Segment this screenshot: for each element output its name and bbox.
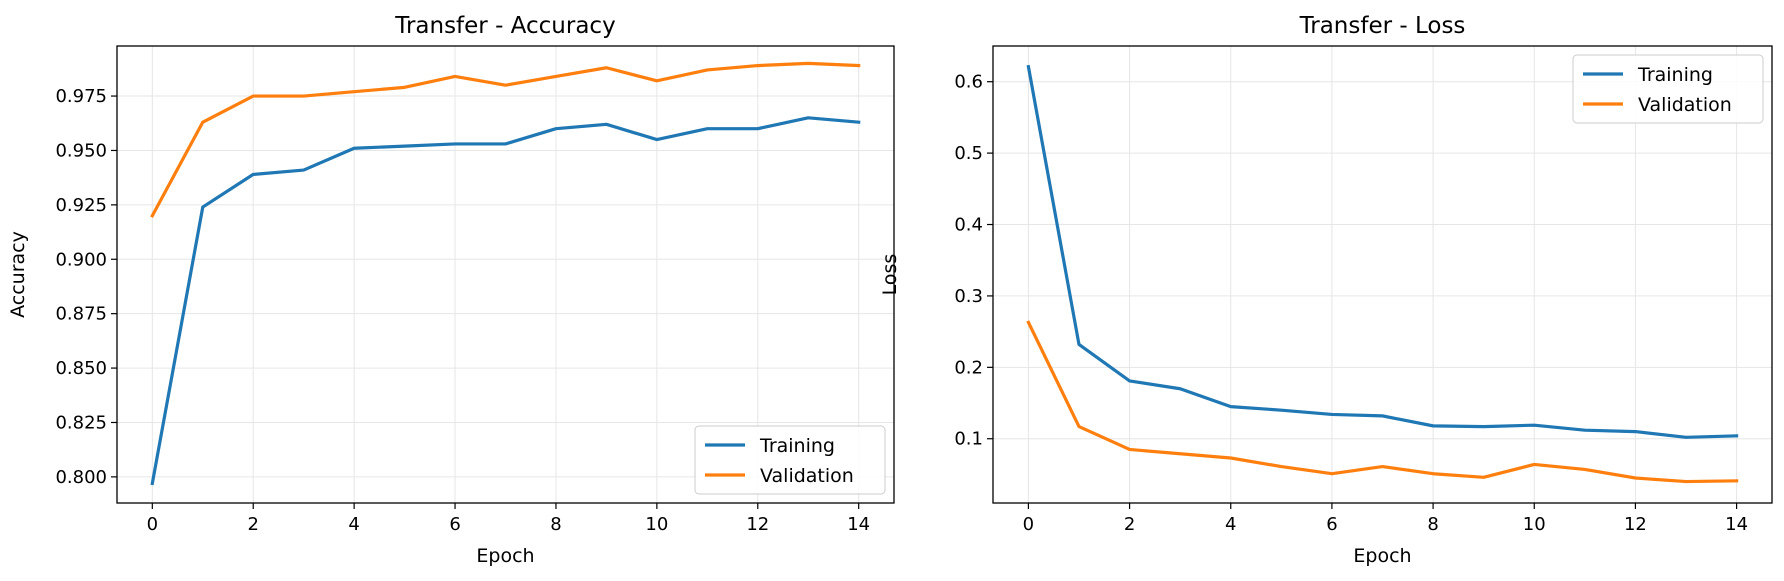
x-axis-label: Epoch: [1353, 545, 1411, 567]
legend-label-validation: Validation: [760, 465, 854, 487]
series-line-training: [150, 116, 861, 486]
y-tick-label: 0.900: [55, 249, 107, 270]
x-tick-label: 2: [1124, 514, 1135, 535]
y-tick-label: 0.1: [954, 429, 983, 450]
series-line-validation: [150, 61, 861, 218]
y-tick-label: 0.5: [954, 143, 983, 164]
plot-frame: [992, 45, 1773, 504]
x-tick-label: 0: [1023, 514, 1034, 535]
legend-label-validation: Validation: [1638, 94, 1732, 116]
series-line-validation: [1026, 320, 1739, 484]
y-tick-label: 0.6: [954, 72, 983, 93]
x-tick-label: 10: [1523, 514, 1546, 535]
y-axis-label: Accuracy: [7, 231, 29, 318]
x-tick-label: 12: [746, 514, 769, 535]
y-tick-label: 0.4: [954, 215, 983, 236]
x-tick-label: 14: [1725, 514, 1748, 535]
y-tick-label: 0.875: [55, 304, 107, 325]
y-tick-label: 0.925: [55, 195, 107, 216]
plot-frame: [116, 45, 895, 504]
x-tick-label: 10: [645, 514, 668, 535]
legend: Training Validation: [694, 425, 886, 495]
y-tick-label: 0.800: [55, 467, 107, 488]
accuracy-chart: 0 2 4 6 8 10 12 14 0.800 0.825 0.850 0.875 0.900 0.92…: [7, 13, 895, 567]
x-tick-label: 4: [348, 514, 359, 535]
y-tick-label: 0.3: [954, 286, 983, 307]
y-tick-label: 0.2: [954, 357, 983, 378]
x-tick-label: 0: [147, 514, 158, 535]
legend-label-training: Training: [1637, 64, 1713, 86]
y-axis-label: Loss: [879, 254, 901, 296]
x-tick-label: 12: [1624, 514, 1647, 535]
x-tick-label: 14: [847, 514, 870, 535]
series-line-training: [1026, 64, 1739, 439]
y-tick-label: 0.950: [55, 140, 107, 161]
loss-chart: 0 2 4 6 8 10 12 14 0.1 0.2 0.3 0.4 0.5 0.6 Transfer - …: [879, 13, 1773, 567]
legend-label-training: Training: [759, 435, 835, 457]
y-tick-label: 0.850: [55, 358, 107, 379]
chart-title: Transfer - Accuracy: [394, 13, 615, 39]
x-tick-label: 8: [1427, 514, 1438, 535]
x-tick-label: 6: [1326, 514, 1337, 535]
x-tick-label: 4: [1225, 514, 1236, 535]
legend-box: [694, 425, 886, 495]
y-tick-label: 0.825: [55, 412, 107, 433]
x-tick-label: 8: [550, 514, 561, 535]
x-axis-label: Epoch: [476, 545, 534, 567]
x-tick-label: 6: [449, 514, 460, 535]
chart-title: Transfer - Loss: [1299, 13, 1466, 39]
x-tick-label: 2: [248, 514, 259, 535]
legend-box: [1572, 54, 1764, 124]
y-tick-label: 0.975: [55, 86, 107, 107]
legend: Training Validation: [1572, 54, 1764, 124]
